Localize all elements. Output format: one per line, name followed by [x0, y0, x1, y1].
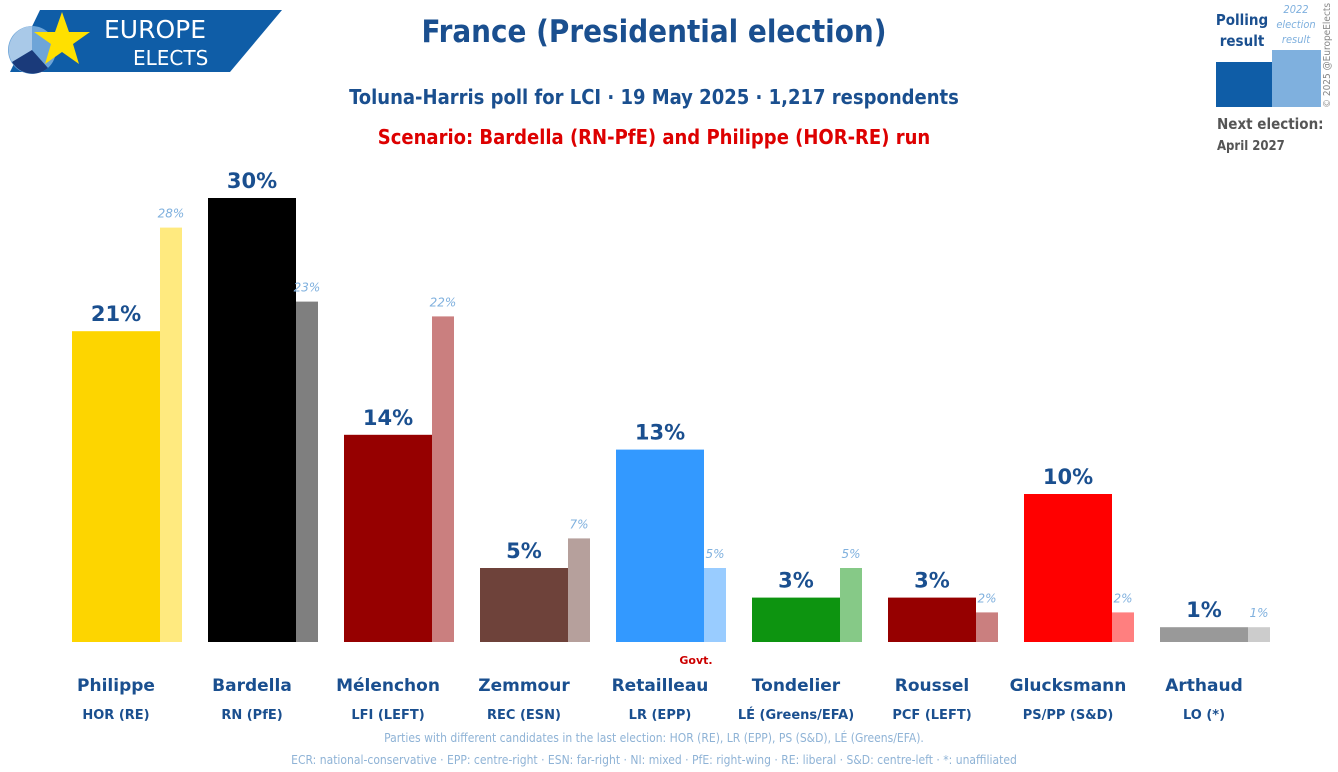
poll-bar-6: [888, 597, 976, 642]
legend-prev-line2: election: [1276, 18, 1316, 31]
prev-value-label-4: 5%: [705, 547, 724, 561]
prev-value-label-1: 23%: [294, 281, 321, 295]
party-label-4: LR (EPP): [629, 708, 692, 723]
prev-value-label-6: 2%: [977, 591, 996, 605]
chart-title: France (Presidential election): [421, 14, 887, 50]
legend-prev-line3: result: [1281, 33, 1311, 46]
candidate-label-0: Philippe: [77, 676, 155, 696]
candidate-label-1: Bardella: [212, 676, 292, 696]
legend-polling-line1: Polling: [1215, 11, 1269, 29]
party-label-2: LFI (LEFT): [351, 708, 424, 723]
party-label-8: LO (*): [1183, 708, 1225, 723]
europe-elects-logo: EUROPE ELECTS: [8, 10, 282, 74]
legend-prev-line1: 2022: [1283, 3, 1309, 16]
next-election-label: Next election:: [1217, 115, 1324, 133]
poll-bar-7: [1024, 494, 1112, 642]
prev-bar-3: [568, 538, 590, 642]
poll-value-label-0: 21%: [91, 302, 141, 326]
poll-bar-5: [752, 597, 840, 642]
govt-label: Govt.: [679, 654, 712, 667]
poll-value-label-2: 14%: [363, 406, 413, 430]
candidate-label-3: Zemmour: [478, 676, 570, 696]
prev-bar-4: [704, 568, 726, 642]
prev-value-label-8: 1%: [1249, 606, 1268, 620]
legend-polling-label: Polling result: [1214, 10, 1270, 52]
poll-bar-1: [208, 198, 296, 642]
logo-text-europe: EUROPE: [104, 15, 206, 44]
candidate-label-8: Arthaud: [1165, 676, 1243, 696]
legend-polling-swatch: [1216, 62, 1272, 107]
party-label-6: PCF (LEFT): [892, 708, 971, 723]
candidate-label-2: Mélenchon: [336, 676, 440, 696]
legend-polling-line2: result: [1219, 32, 1265, 50]
party-label-1: RN (PfE): [221, 708, 282, 723]
footnote-groups: ECR: national-conservative · EPP: centre…: [291, 753, 1017, 767]
logo-text-elects: ELECTS: [133, 46, 208, 70]
prev-bar-1: [296, 301, 318, 642]
poll-bar-0: [72, 331, 160, 642]
prev-value-label-5: 5%: [841, 547, 860, 561]
prev-bar-7: [1112, 612, 1134, 642]
poll-value-label-7: 10%: [1043, 465, 1093, 489]
party-label-7: PS/PP (S&D): [1023, 708, 1114, 723]
poll-bar-4: [616, 449, 704, 642]
poll-bar-3: [480, 568, 568, 642]
prev-value-label-0: 28%: [158, 207, 185, 221]
candidate-label-7: Glucksmann: [1010, 676, 1127, 696]
footnote-candidates: Parties with different candidates in the…: [384, 731, 924, 745]
poll-value-label-5: 3%: [778, 569, 814, 593]
prev-bar-6: [976, 612, 998, 642]
prev-value-label-2: 22%: [430, 295, 457, 309]
prev-bar-0: [160, 227, 182, 642]
prev-value-label-3: 7%: [569, 517, 588, 531]
chart-subtitle: Toluna-Harris poll for LCI · 19 May 2025…: [349, 85, 959, 109]
candidate-label-6: Roussel: [895, 676, 969, 696]
party-label-3: REC (ESN): [487, 708, 561, 723]
legend-prev-swatch: [1272, 50, 1321, 107]
poll-value-label-3: 5%: [506, 539, 542, 563]
candidate-label-4: Retailleau: [612, 676, 709, 696]
poll-value-label-8: 1%: [1186, 598, 1222, 622]
candidate-label-5: Tondelier: [752, 676, 841, 696]
prev-bar-5: [840, 568, 862, 642]
party-label-0: HOR (RE): [82, 708, 149, 723]
party-label-5: LÉ (Greens/EFA): [738, 707, 854, 723]
poll-bar-8: [1160, 627, 1248, 642]
next-election-date: April 2027: [1217, 139, 1285, 154]
prev-value-label-7: 2%: [1113, 591, 1132, 605]
poll-value-label-4: 13%: [635, 421, 685, 445]
legend-prev-label: 2022 election result: [1270, 2, 1322, 47]
prev-bar-2: [432, 316, 454, 642]
scenario-label: Scenario: Bardella (RN-PfE) and Philippe…: [377, 125, 931, 149]
prev-bar-8: [1248, 627, 1270, 642]
poll-value-label-6: 3%: [914, 569, 950, 593]
poll-bar-2: [344, 434, 432, 642]
poll-value-label-1: 30%: [227, 169, 277, 193]
